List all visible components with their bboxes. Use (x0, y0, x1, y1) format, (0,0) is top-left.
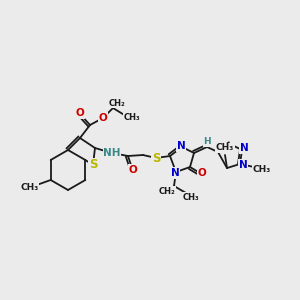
Text: CH₃: CH₃ (124, 112, 140, 122)
Text: S: S (152, 152, 160, 164)
Text: CH₃: CH₃ (183, 193, 199, 202)
Text: O: O (198, 168, 206, 178)
Text: H: H (203, 137, 211, 146)
Text: CH₂: CH₂ (109, 98, 125, 107)
Text: NH: NH (103, 148, 121, 158)
Text: N: N (240, 143, 248, 153)
Text: O: O (76, 108, 84, 118)
Text: CH₃: CH₃ (21, 184, 39, 193)
Text: CH₃: CH₃ (216, 143, 234, 152)
Text: O: O (99, 113, 107, 123)
Text: N: N (238, 160, 247, 170)
Text: O: O (129, 165, 137, 175)
Text: S: S (89, 158, 97, 172)
Text: CH₂: CH₂ (159, 187, 176, 196)
Text: N: N (171, 168, 179, 178)
Text: CH₃: CH₃ (253, 164, 271, 173)
Text: N: N (177, 141, 185, 151)
